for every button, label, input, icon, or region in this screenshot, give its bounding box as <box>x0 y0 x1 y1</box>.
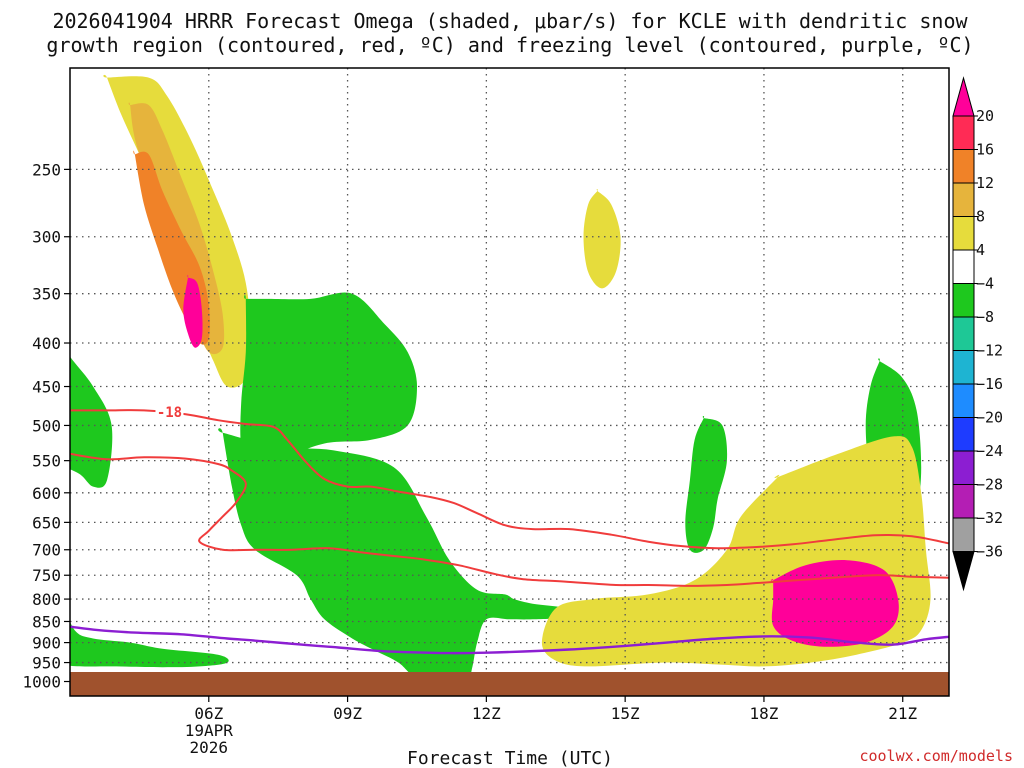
colorbar-bin-12 <box>952 484 975 519</box>
ground-surface <box>70 672 949 696</box>
plot-frame <box>69 67 950 697</box>
colorbar-label-14: −36 <box>976 543 1003 561</box>
x-tick-label-12Z: 12Z <box>472 704 501 723</box>
dgz-label-bg <box>155 403 184 419</box>
colorbar-label-4: 8 <box>976 208 985 226</box>
omega-region-9 <box>685 416 728 553</box>
colorbar-label-11: −24 <box>976 442 1003 460</box>
y-tick-label-950: 950 <box>32 654 61 673</box>
colorbar: 20 16 12 8 4 −4 −8 −12 −16 −20 −24 −28 −32 −36 <box>952 76 1003 592</box>
y-tick-label-450: 450 <box>32 378 61 397</box>
y-tick-label-850: 850 <box>32 612 61 631</box>
x-tick-label-21Z: 21Z <box>888 704 917 723</box>
colorbar-label-7: −8 <box>976 308 994 326</box>
y-tick-label-550: 550 <box>32 452 61 471</box>
omega-region-7 <box>70 621 229 668</box>
y-tick-label-300: 300 <box>32 228 61 247</box>
omega-region-8 <box>218 428 570 682</box>
chart-title-line1: 2026041904 HRRR Forecast Omega (shaded, … <box>52 9 968 33</box>
chart-title-line2: growth region (contoured, red, ºC) and f… <box>46 33 973 57</box>
freezing-level-contour <box>70 625 949 655</box>
colorbar-bin-10 <box>952 417 975 452</box>
y-tick-label-350: 350 <box>32 285 61 304</box>
y-tick-label-250: 250 <box>32 160 61 179</box>
colorbar-top-arrow <box>952 76 975 117</box>
colorbar-label-6: −4 <box>976 275 994 293</box>
colorbar-bin-1 <box>952 115 975 150</box>
y-tick-label-900: 900 <box>32 634 61 653</box>
x-tick-label-09Z: 09Z <box>333 704 362 723</box>
colorbar-label-8: −12 <box>976 342 1003 360</box>
credit-text[interactable]: coolwx.com/models <box>859 747 1013 765</box>
colorbar-bin-11 <box>952 450 975 485</box>
dgz-contour-1 <box>70 409 949 550</box>
x-tick-sublabel-2: 2026 <box>190 738 229 757</box>
omega-region-6 <box>240 292 417 475</box>
y-tick-label-700: 700 <box>32 541 61 560</box>
colorbar-label-2: 16 <box>976 141 994 159</box>
y-tick-label-800: 800 <box>32 590 61 609</box>
x-axis-label: Forecast Time (UTC) <box>407 748 613 768</box>
colorbar-bin-7 <box>952 316 975 351</box>
x-tick-sublabel-1: 19APR <box>185 721 234 740</box>
colorbar-label-9: −16 <box>976 375 1003 393</box>
y-tick-label-500: 500 <box>32 416 61 435</box>
colorbar-label-13: −32 <box>976 509 1003 527</box>
colorbar-bottom-arrow <box>952 551 975 592</box>
omega-region-11 <box>583 189 621 289</box>
y-tick-label-750: 750 <box>32 566 61 585</box>
dgz-contour-2 <box>70 452 949 587</box>
colorbar-bin-9 <box>952 383 975 418</box>
y-tick-label-600: 600 <box>32 484 61 503</box>
colorbar-bin-6 <box>952 283 975 318</box>
colorbar-label-1: 20 <box>976 107 994 125</box>
colorbar-bin-4 <box>952 216 975 251</box>
omega-region-4 <box>183 274 203 348</box>
x-tick-label-06Z: 06Z <box>194 704 223 723</box>
y-tick-label-400: 400 <box>32 334 61 353</box>
colorbar-bin-8 <box>952 350 975 385</box>
colorbar-bin-3 <box>952 182 975 217</box>
colorbar-label-12: −28 <box>976 476 1003 494</box>
omega-region-13 <box>770 560 899 647</box>
x-tick-label-15Z: 15Z <box>611 704 640 723</box>
y-tick-label-1000: 1000 <box>22 673 61 692</box>
colorbar-bin-13 <box>952 517 975 552</box>
y-tick-label-650: 650 <box>32 513 61 532</box>
colorbar-label-3: 12 <box>976 174 994 192</box>
x-tick-label-18Z: 18Z <box>749 704 778 723</box>
colorbar-bin-2 <box>952 149 975 184</box>
colorbar-bin-5 <box>952 249 975 284</box>
dgz-contour-label: -18 <box>157 405 182 421</box>
colorbar-label-5: 4 <box>976 241 985 259</box>
colorbar-label-10: −20 <box>976 409 1003 427</box>
